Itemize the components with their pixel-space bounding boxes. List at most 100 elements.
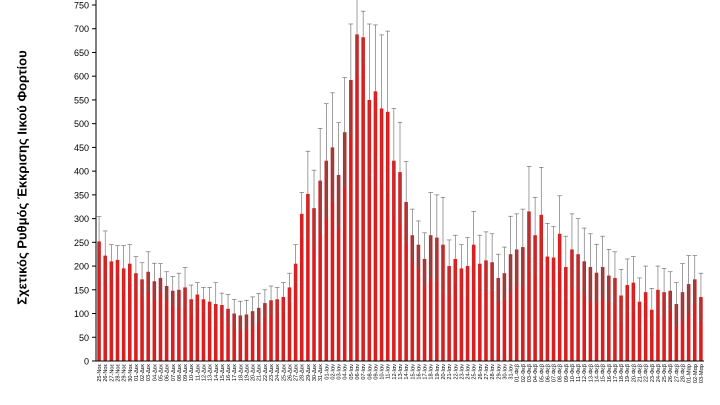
- bar: [207, 301, 212, 361]
- bar: [127, 263, 132, 361]
- x-tick-label: 15-Φεβ: [601, 364, 607, 382]
- x-tick-label: 26-Δεκ: [287, 364, 293, 381]
- x-tick-label: 06-Φεβ: [545, 364, 551, 382]
- x-tick-label: 02-Δεκ: [140, 364, 146, 381]
- x-tick-label: 26-Νοε: [103, 363, 109, 381]
- bar: [656, 289, 660, 361]
- bar: [349, 79, 353, 362]
- bar: [410, 235, 415, 361]
- x-tick-label: 23-Φεβ: [650, 364, 656, 382]
- bar: [564, 267, 568, 361]
- bar: [238, 315, 243, 361]
- bar: [226, 308, 230, 361]
- bar: [195, 294, 200, 361]
- x-tick-label: 22-Φεβ: [644, 364, 650, 382]
- x-tick-label: 25-Δεκ: [281, 364, 287, 381]
- bar: [140, 279, 144, 361]
- x-tick-label: 11-Ιαν: [386, 364, 392, 379]
- bar: [146, 271, 150, 361]
- bar: [582, 261, 587, 361]
- x-tick-label: 01-Μαρ: [687, 364, 693, 383]
- x-tick-label: 22-Ιαν: [453, 364, 459, 380]
- bar: [244, 314, 249, 361]
- bar: [170, 290, 175, 361]
- x-axis: 25-Νοε 26-Νοε 27-Νοε 28-Νοε 29-Νοε 30-Νοε 01-Δ…: [96, 360, 705, 383]
- bar: [373, 91, 378, 361]
- bar: [490, 262, 494, 361]
- bar: [435, 237, 439, 361]
- bar: [441, 244, 445, 361]
- bar: [453, 258, 458, 361]
- x-tick-label: 27-Νοε: [109, 363, 115, 381]
- x-tick-label: 04-Φεβ: [533, 364, 539, 382]
- bar: [693, 279, 697, 361]
- bar: [269, 300, 273, 361]
- x-tick-label: 05-Δεκ: [158, 364, 164, 381]
- bar: [533, 235, 537, 361]
- x-tick-label: 03-Δεκ: [146, 364, 152, 381]
- bar: [201, 299, 206, 361]
- bar: [330, 147, 335, 361]
- y-tick-label: 50: [79, 333, 89, 343]
- bar: [576, 254, 580, 361]
- y-tick-label: 0: [84, 357, 89, 367]
- x-tick-label: 21-Ιαν: [447, 364, 453, 380]
- y-axis-label: Σχετικός Ρυθμός Έκκρισης Ιικού Φορτίου: [14, 50, 30, 305]
- x-tick-label: 21-Δεκ: [257, 364, 263, 381]
- bar: [514, 249, 519, 361]
- x-tick-label: 25-Ιαν: [472, 364, 478, 380]
- bar: [385, 111, 390, 361]
- x-tick-label: 20-Δεκ: [251, 364, 257, 381]
- bar: [545, 256, 550, 361]
- bar: [527, 211, 531, 361]
- bar: [631, 282, 636, 361]
- bar: [189, 299, 193, 361]
- x-tick-label: 02-Ιαν: [330, 364, 336, 380]
- x-tick-label: 10-Φεβ: [570, 364, 576, 382]
- x-tick-label: 20-Φεβ: [631, 364, 637, 382]
- error-bars: [96, 0, 704, 332]
- x-tick-label: 12-Ιαν: [392, 364, 398, 380]
- x-tick-label: 30-Ιαν: [502, 364, 508, 380]
- x-tick-label: 07-Ιαν: [361, 364, 367, 380]
- x-tick-label: 07-Δεκ: [171, 364, 177, 381]
- y-tick-label: 600: [74, 72, 89, 82]
- x-tick-label: 04-Δεκ: [152, 364, 158, 381]
- bar: [699, 296, 703, 361]
- bar: [422, 258, 427, 361]
- x-tick-label: 06-Ιαν: [355, 364, 361, 380]
- x-tick-label: 16-Δεκ: [226, 364, 232, 381]
- bar: [680, 292, 685, 361]
- bar: [164, 286, 169, 361]
- x-tick-label: 25-Νοε: [97, 363, 103, 381]
- bar: [115, 259, 120, 361]
- x-tick-label: 23-Ιαν: [459, 364, 465, 380]
- bar: [404, 201, 408, 361]
- bar: [109, 261, 114, 361]
- x-tick-label: 14-Ιαν: [404, 364, 410, 380]
- bar: [607, 275, 611, 361]
- bar: [152, 281, 157, 361]
- x-tick-label: 03-Φεβ: [527, 364, 533, 382]
- bars: [97, 34, 703, 362]
- bar: [250, 311, 255, 361]
- bar: [428, 235, 433, 361]
- y-axis: 0 50 100 150 200 250 300 350 400 450 500 550 600 650 7…: [74, 0, 97, 367]
- x-tick-label: 17-Δεκ: [232, 364, 238, 381]
- bar: [281, 296, 286, 361]
- x-tick-label: 20-Ιαν: [441, 364, 447, 380]
- bar: [650, 309, 654, 361]
- x-tick-label: 17-Φεβ: [613, 364, 619, 382]
- x-tick-label: 31-Δεκ: [318, 364, 324, 381]
- x-tick-label: 13-Φεβ: [588, 364, 594, 382]
- bar: [539, 214, 544, 361]
- x-tick-label: 02-Μαρ: [693, 364, 699, 383]
- bar: [158, 277, 163, 361]
- y-tick-label: 350: [74, 190, 89, 200]
- x-tick-label: 10-Δεκ: [189, 364, 195, 381]
- bar: [570, 249, 574, 361]
- y-tick-label: 200: [74, 262, 89, 272]
- bar: [471, 244, 476, 361]
- x-tick-label: 03-Ιαν: [337, 364, 343, 380]
- bar: [447, 266, 451, 361]
